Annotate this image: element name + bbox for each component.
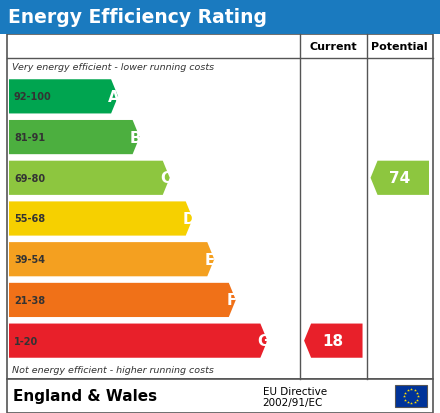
Polygon shape [9,80,118,114]
Text: F: F [227,293,237,308]
Text: D: D [182,211,195,226]
Text: Not energy efficient - higher running costs: Not energy efficient - higher running co… [12,366,214,375]
Text: England & Wales: England & Wales [13,389,157,404]
Text: 55-68: 55-68 [14,214,45,224]
Polygon shape [9,202,193,236]
Polygon shape [9,121,139,155]
Text: 69-80: 69-80 [14,173,45,183]
Bar [7,379,433,413]
Bar [395,385,427,407]
Text: Energy Efficiency Rating: Energy Efficiency Rating [8,8,267,27]
Text: 1-20: 1-20 [14,336,38,346]
Text: Current: Current [309,42,357,52]
Text: A: A [108,90,120,104]
Polygon shape [9,242,214,277]
Polygon shape [9,161,170,195]
Polygon shape [9,283,236,317]
Polygon shape [9,324,268,358]
Text: Very energy efficient - lower running costs: Very energy efficient - lower running co… [12,63,214,72]
Text: 2002/91/EC: 2002/91/EC [263,397,323,407]
Text: 39-54: 39-54 [14,254,45,265]
Polygon shape [304,324,363,358]
Text: 92-100: 92-100 [14,92,52,102]
Text: 74: 74 [389,171,411,186]
Text: G: G [257,333,269,348]
Text: C: C [160,171,171,186]
Text: B: B [130,130,141,145]
Text: EU Directive: EU Directive [263,386,327,396]
Text: 18: 18 [323,333,344,348]
Bar [0,0,440,35]
Text: E: E [205,252,215,267]
Text: 21-38: 21-38 [14,295,45,305]
Text: 81-91: 81-91 [14,133,45,143]
Bar [7,35,433,379]
Polygon shape [370,161,429,195]
Text: Potential: Potential [371,42,428,52]
